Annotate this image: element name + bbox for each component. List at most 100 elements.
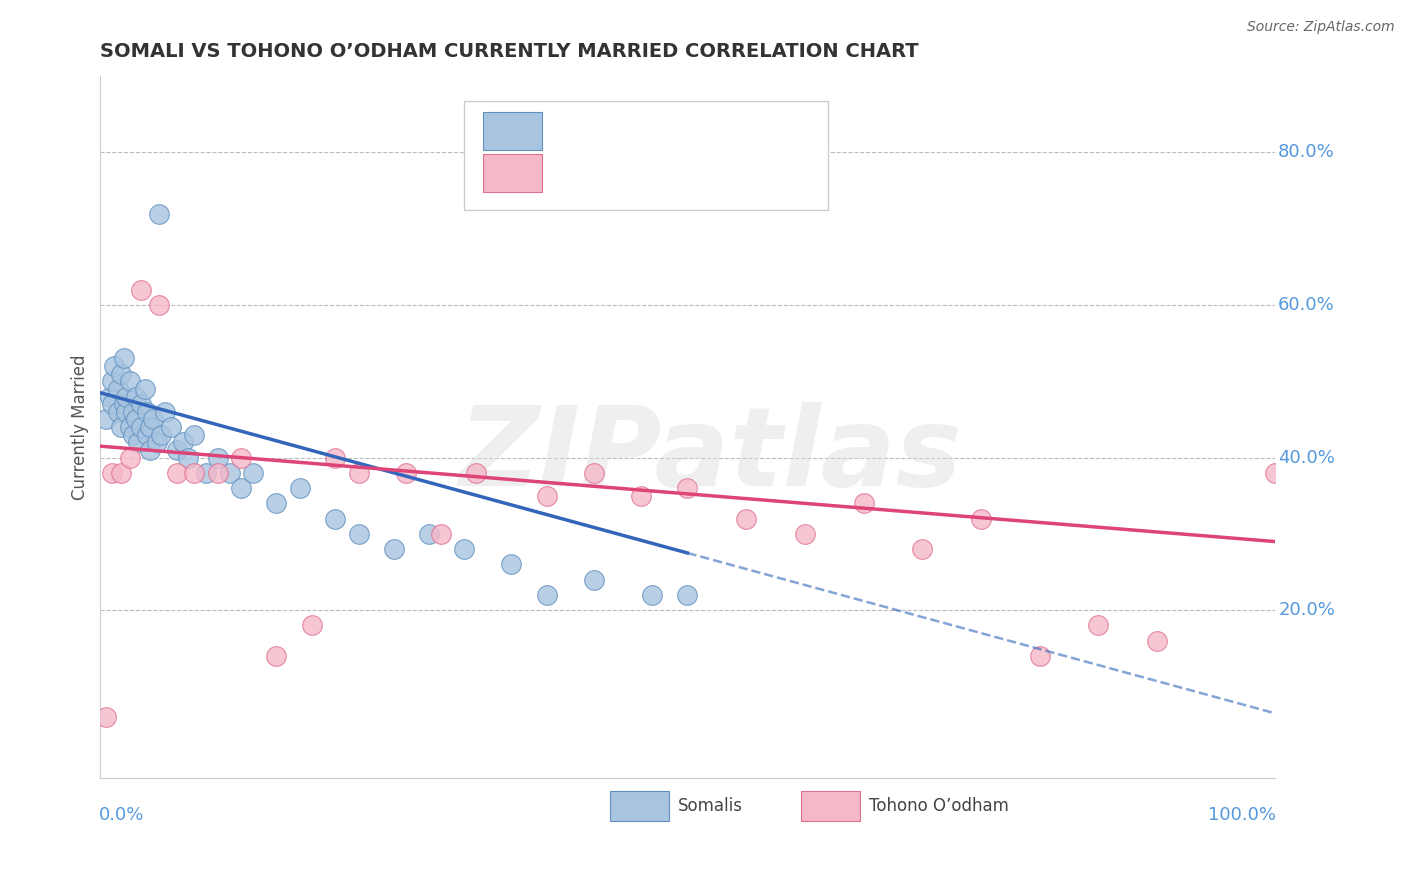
Point xyxy=(115,405,138,419)
Point xyxy=(134,382,156,396)
Point xyxy=(301,618,323,632)
Point xyxy=(98,390,121,404)
Point xyxy=(536,489,558,503)
Point xyxy=(172,435,194,450)
Text: N = 54: N = 54 xyxy=(700,122,763,140)
Point xyxy=(582,466,605,480)
Point xyxy=(676,481,699,495)
Point xyxy=(131,283,153,297)
Text: R = -0.499: R = -0.499 xyxy=(550,122,647,140)
Text: 60.0%: 60.0% xyxy=(1278,296,1334,314)
Point xyxy=(138,442,160,457)
Text: 40.0%: 40.0% xyxy=(1278,449,1336,467)
Point xyxy=(231,481,253,495)
Text: Tohono O’odham: Tohono O’odham xyxy=(869,797,1010,815)
Point xyxy=(465,466,488,480)
Text: Somalis: Somalis xyxy=(678,797,744,815)
Point xyxy=(118,375,141,389)
Point xyxy=(166,466,188,480)
Point xyxy=(852,496,875,510)
Point xyxy=(110,367,132,381)
Text: SOMALI VS TOHONO O’ODHAM CURRENTLY MARRIED CORRELATION CHART: SOMALI VS TOHONO O’ODHAM CURRENTLY MARRI… xyxy=(100,42,920,61)
Point xyxy=(1087,618,1109,632)
Point xyxy=(148,206,170,220)
Point xyxy=(266,648,288,663)
Point xyxy=(453,542,475,557)
Point xyxy=(323,450,346,465)
Point xyxy=(347,527,370,541)
Point xyxy=(177,450,200,465)
Point xyxy=(112,397,135,411)
Point xyxy=(266,496,288,510)
Y-axis label: Currently Married: Currently Married xyxy=(72,354,89,500)
Point xyxy=(430,527,453,541)
Point xyxy=(148,298,170,312)
Point xyxy=(142,412,165,426)
Point xyxy=(101,397,124,411)
FancyBboxPatch shape xyxy=(484,154,541,192)
Point xyxy=(136,405,159,419)
Point xyxy=(153,405,176,419)
Text: 0.0%: 0.0% xyxy=(100,806,145,824)
Point xyxy=(118,420,141,434)
Point xyxy=(101,375,124,389)
Point xyxy=(124,390,146,404)
Point xyxy=(501,558,523,572)
Point xyxy=(1029,648,1052,663)
Point xyxy=(110,420,132,434)
Point xyxy=(676,588,699,602)
Point xyxy=(207,450,229,465)
Point xyxy=(536,588,558,602)
Point xyxy=(418,527,440,541)
Point xyxy=(103,359,125,373)
Point xyxy=(183,466,205,480)
Point xyxy=(207,466,229,480)
Text: Source: ZipAtlas.com: Source: ZipAtlas.com xyxy=(1247,20,1395,34)
Point xyxy=(1146,633,1168,648)
Point xyxy=(395,466,418,480)
Point xyxy=(124,412,146,426)
Text: 100.0%: 100.0% xyxy=(1208,806,1275,824)
Point xyxy=(150,427,173,442)
Point xyxy=(107,405,129,419)
Point xyxy=(101,466,124,480)
Text: N = 30: N = 30 xyxy=(700,164,763,182)
Point xyxy=(127,435,149,450)
Point xyxy=(122,405,145,419)
Point xyxy=(231,450,253,465)
Point xyxy=(96,710,118,724)
Point xyxy=(145,435,167,450)
FancyBboxPatch shape xyxy=(484,112,541,150)
Text: ZIPatlas: ZIPatlas xyxy=(460,401,963,508)
Point xyxy=(1264,466,1286,480)
Point xyxy=(131,397,153,411)
Text: 80.0%: 80.0% xyxy=(1278,144,1334,161)
Point xyxy=(793,527,815,541)
Point xyxy=(323,511,346,525)
Point xyxy=(242,466,264,480)
FancyBboxPatch shape xyxy=(610,791,669,821)
Point xyxy=(970,511,993,525)
Point xyxy=(118,450,141,465)
Point xyxy=(630,489,652,503)
Point xyxy=(136,427,159,442)
Point xyxy=(131,420,153,434)
Point xyxy=(735,511,758,525)
Point xyxy=(115,390,138,404)
Text: R = -0.357: R = -0.357 xyxy=(550,164,647,182)
Point xyxy=(911,542,934,557)
Point xyxy=(166,442,188,457)
Point xyxy=(183,427,205,442)
Point xyxy=(382,542,405,557)
Point xyxy=(110,466,132,480)
Point xyxy=(96,412,118,426)
Point xyxy=(159,420,181,434)
Point xyxy=(288,481,311,495)
Point xyxy=(641,588,664,602)
Point xyxy=(107,382,129,396)
Point xyxy=(112,351,135,366)
Point xyxy=(347,466,370,480)
Point xyxy=(138,420,160,434)
Point xyxy=(122,427,145,442)
Point xyxy=(218,466,240,480)
